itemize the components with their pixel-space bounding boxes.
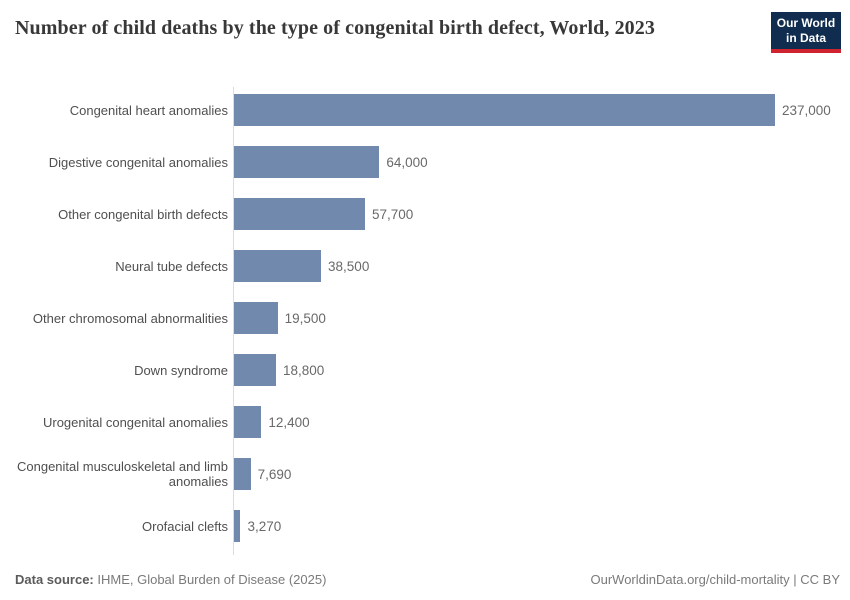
bar[interactable]: [233, 250, 322, 282]
owid-logo-line2: in Data: [785, 30, 826, 45]
bar-area: 237,000: [233, 84, 840, 136]
bar-row: Digestive congenital anomalies 64,000: [0, 136, 840, 188]
bar-value-label: 19,500: [284, 310, 326, 326]
bar-area: 3,270: [233, 500, 840, 552]
bar-category-label: Down syndrome: [134, 362, 228, 378]
bar-area: 57,700: [233, 188, 840, 240]
chart-title: Number of child deaths by the type of co…: [15, 17, 655, 39]
bar-category-label: Digestive congenital anomalies: [48, 154, 228, 170]
bar-value-label: 237,000: [782, 102, 831, 118]
bar-value-label: 57,700: [371, 206, 414, 222]
bar-value-label: 38,500: [328, 258, 370, 274]
bar-category-label: Other congenital birth defects: [58, 206, 228, 222]
data-source-label: Data source:: [15, 572, 94, 587]
bar[interactable]: [233, 302, 278, 334]
bar[interactable]: [233, 94, 775, 126]
owid-logo[interactable]: Our World in Data: [771, 12, 841, 53]
bar-category-label: Other chromosomal abnormalities: [32, 310, 228, 326]
bar-value-label: 64,000: [386, 154, 428, 170]
bar-area: 12,400: [233, 396, 840, 448]
bar-chart: Congenital heart anomalies 237,000 Digesti…: [0, 84, 840, 555]
footer-link[interactable]: OurWorldinData.org/child-mortality | CC …: [590, 572, 841, 587]
bar-row: Congenital heart anomalies 237,000: [0, 84, 840, 136]
bar-category-label: Congenital musculoskeletal and limb anom…: [16, 459, 228, 489]
bar-row: Neural tube defects 38,500: [0, 240, 840, 292]
bar-category-label: Neural tube defects: [115, 258, 228, 274]
bar-row: Other congenital birth defects 57,700: [0, 188, 840, 240]
bar-category-label: Congenital heart anomalies: [69, 102, 228, 118]
owid-logo-line1: Our World: [776, 15, 836, 30]
y-axis-line: [233, 87, 234, 555]
bar[interactable]: [233, 146, 380, 178]
bar[interactable]: [233, 198, 365, 230]
bar[interactable]: [233, 510, 241, 542]
bar-area: 38,500: [233, 240, 840, 292]
bar-rows: Congenital heart anomalies 237,000 Digesti…: [0, 84, 840, 552]
chart-footer: Data source: IHME, Global Burden of Dise…: [15, 572, 840, 587]
bar-category-label: Urogenital congenital anomalies: [42, 414, 228, 430]
data-source-value: IHME, Global Burden of Disease (2025): [93, 572, 327, 587]
bar-category-label: Orofacial clefts: [142, 518, 228, 534]
bar-value-label: 3,270: [247, 518, 282, 534]
bar-row: Congenital musculoskeletal and limb anom…: [0, 448, 840, 500]
bar-area: 18,800: [233, 344, 840, 396]
data-source-note: Data source: IHME, Global Burden of Dise…: [15, 572, 326, 587]
bar-area: 64,000: [233, 136, 840, 188]
bar-area: 7,690: [233, 448, 840, 500]
bar-value-label: 7,690: [257, 466, 292, 482]
bar-value-label: 18,800: [282, 362, 325, 378]
bar-row: Orofacial clefts 3,270: [0, 500, 840, 552]
bar[interactable]: [233, 354, 276, 386]
bar-value-label: 12,400: [268, 414, 310, 430]
bar-row: Urogenital congenital anomalies 12,400: [0, 396, 840, 448]
bar[interactable]: [233, 406, 262, 438]
bar-row: Down syndrome 18,800: [0, 344, 840, 396]
bar-row: Other chromosomal abnormalities 19,500: [0, 292, 840, 344]
bar-area: 19,500: [233, 292, 840, 344]
bar[interactable]: [233, 458, 251, 490]
